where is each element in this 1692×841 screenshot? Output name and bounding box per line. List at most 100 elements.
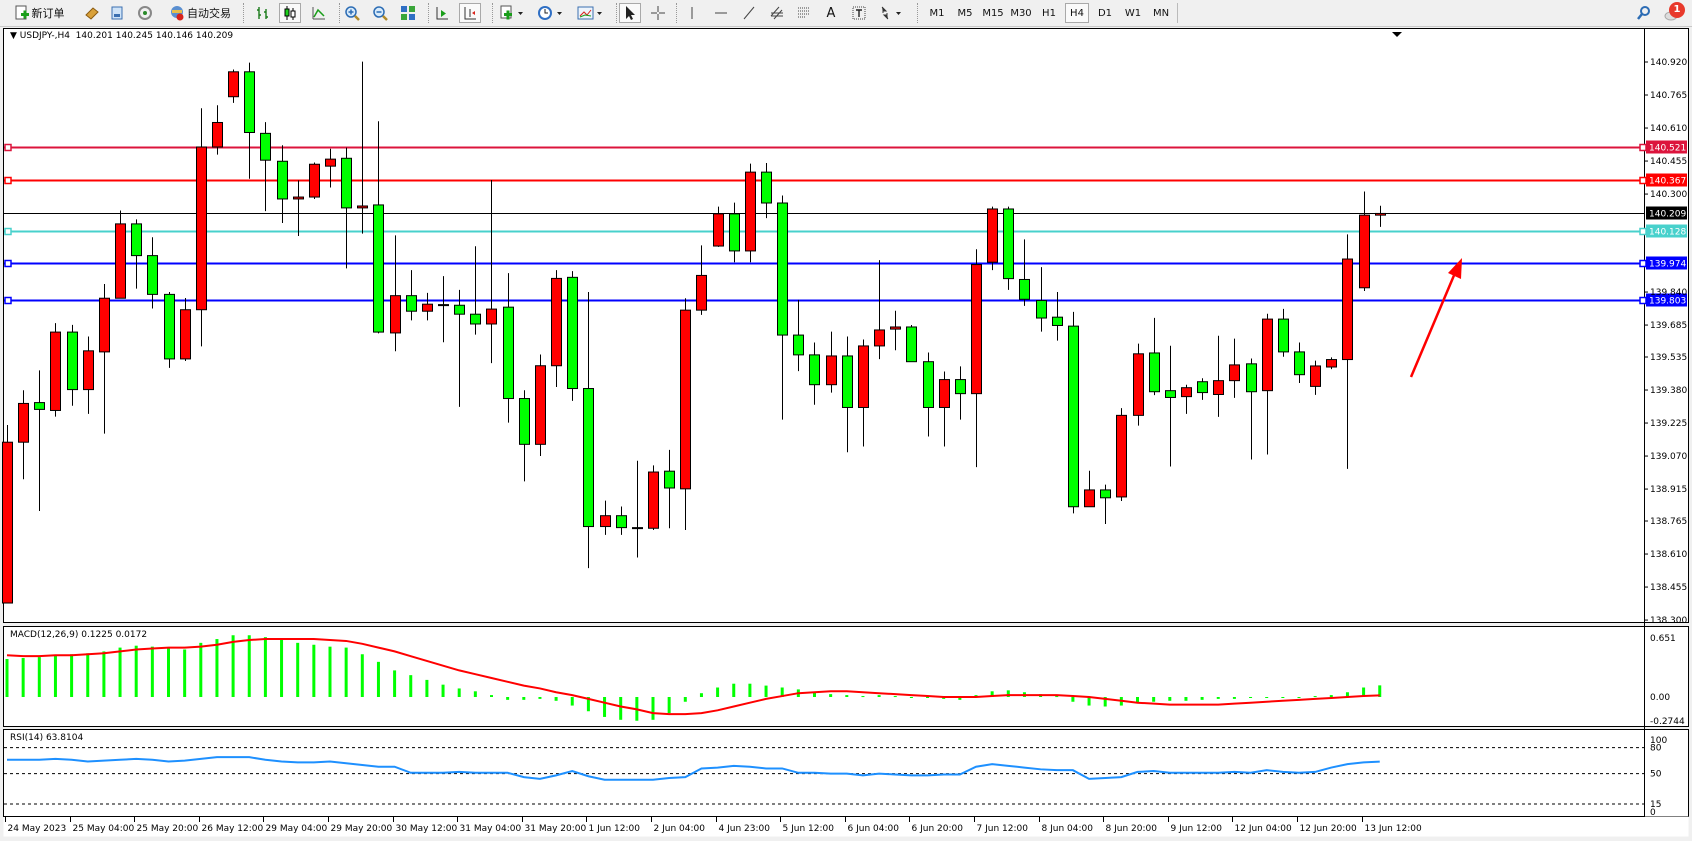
candle[interactable] [955, 366, 966, 420]
timeframe-h4[interactable]: H4 [1065, 3, 1089, 23]
candle[interactable] [713, 206, 724, 247]
candle[interactable] [83, 336, 94, 414]
candle[interactable] [325, 148, 336, 188]
crosshair-button[interactable] [648, 3, 668, 23]
candle[interactable] [1310, 360, 1321, 395]
trendline-button[interactable] [739, 3, 759, 23]
candle[interactable] [1036, 267, 1047, 332]
line-handle-right[interactable] [1639, 143, 1647, 152]
timeframe-h1[interactable]: H1 [1042, 7, 1056, 19]
candle[interactable] [971, 249, 982, 468]
bar-chart-button[interactable] [253, 3, 273, 23]
candle[interactable] [1375, 205, 1386, 227]
candle[interactable] [1100, 484, 1111, 524]
candle[interactable] [874, 260, 885, 360]
fibonacci-button[interactable] [794, 3, 814, 23]
candle[interactable] [1326, 357, 1337, 370]
candle[interactable] [1197, 378, 1208, 400]
candle[interactable] [1116, 408, 1127, 501]
candle[interactable] [18, 390, 29, 480]
candle[interactable] [131, 219, 142, 289]
candle[interactable] [34, 370, 45, 512]
candle[interactable] [196, 108, 207, 347]
candle[interactable] [147, 237, 158, 309]
candle[interactable] [486, 180, 497, 364]
cursor-button[interactable] [619, 3, 641, 23]
zoom-in-button[interactable] [342, 3, 362, 23]
candle[interactable] [67, 324, 78, 406]
candle[interactable] [180, 298, 191, 362]
candle[interactable] [1133, 343, 1144, 426]
tile-windows-button[interactable] [398, 3, 418, 23]
candle[interactable] [729, 202, 740, 263]
candle[interactable] [1278, 308, 1289, 357]
market-watch-button[interactable] [82, 3, 102, 23]
candle[interactable] [357, 61, 368, 234]
line-handle-left[interactable] [4, 296, 12, 305]
timeframe-w1[interactable]: W1 [1124, 7, 1142, 19]
candle[interactable] [632, 460, 643, 558]
new-order-button[interactable]: 新订单 [4, 3, 74, 23]
candle[interactable] [99, 283, 110, 434]
candle[interactable] [228, 69, 239, 103]
candle[interactable] [987, 206, 998, 271]
vertical-line-button[interactable] [682, 3, 702, 23]
candle[interactable] [696, 245, 707, 315]
candle[interactable] [648, 465, 659, 530]
data-window-button[interactable] [107, 3, 127, 23]
candle[interactable] [939, 371, 950, 447]
line-handle-right[interactable] [1639, 227, 1647, 236]
candle[interactable] [2, 424, 13, 604]
candle[interactable] [50, 323, 61, 417]
candle[interactable] [1019, 239, 1030, 306]
line-handle-right[interactable] [1639, 259, 1647, 268]
candle[interactable] [1294, 342, 1305, 383]
candle[interactable] [212, 105, 223, 155]
line-handle-left[interactable] [4, 143, 12, 152]
candle[interactable] [551, 270, 562, 388]
line-handle-right[interactable] [1639, 296, 1647, 305]
line-handle-left[interactable] [4, 259, 12, 268]
candle[interactable] [680, 298, 691, 530]
candle[interactable] [567, 271, 578, 401]
candle[interactable] [890, 310, 901, 351]
candle[interactable] [600, 500, 611, 535]
timeframe-m5[interactable]: M5 [957, 7, 973, 19]
indicators-button[interactable] [496, 3, 528, 23]
candle[interactable] [309, 162, 320, 199]
candle[interactable] [470, 246, 481, 335]
red-arrow-annotation[interactable] [1409, 258, 1462, 378]
candle[interactable] [858, 339, 869, 447]
candle[interactable] [664, 449, 675, 529]
candle[interactable] [293, 180, 304, 237]
candle[interactable] [1068, 311, 1079, 514]
timeframe-m15[interactable]: M15 [982, 7, 1004, 19]
candle[interactable] [793, 299, 804, 372]
candle[interactable] [777, 195, 788, 420]
equidistant-channel-button[interactable] [767, 3, 787, 23]
candle[interactable] [406, 270, 417, 321]
periods-button[interactable] [534, 3, 568, 23]
candle[interactable] [422, 292, 433, 321]
notification-badge[interactable]: 1 [1669, 2, 1685, 18]
candle[interactable] [260, 122, 271, 212]
horizontal-line-button[interactable] [711, 3, 731, 23]
timeframe-m30[interactable]: M30 [1010, 7, 1032, 19]
candle[interactable] [519, 390, 530, 482]
candle[interactable] [438, 276, 449, 343]
candle[interactable] [277, 145, 288, 224]
zoom-out-button[interactable] [370, 3, 390, 23]
main-price-panel[interactable] [3, 28, 1689, 623]
candle[interactable] [535, 354, 546, 457]
timeframe-d1[interactable]: D1 [1097, 7, 1113, 19]
candle[interactable] [503, 273, 514, 423]
autotrading-button[interactable]: 自动交易 [163, 3, 237, 23]
candle[interactable] [1003, 206, 1014, 290]
text-button[interactable]: A [821, 3, 841, 23]
candle[interactable] [341, 147, 352, 269]
candle[interactable] [1229, 338, 1240, 398]
timeframe-mn[interactable]: MN [1152, 7, 1170, 19]
candle[interactable] [761, 162, 772, 219]
candle[interactable] [390, 235, 401, 352]
candle[interactable] [164, 292, 175, 368]
